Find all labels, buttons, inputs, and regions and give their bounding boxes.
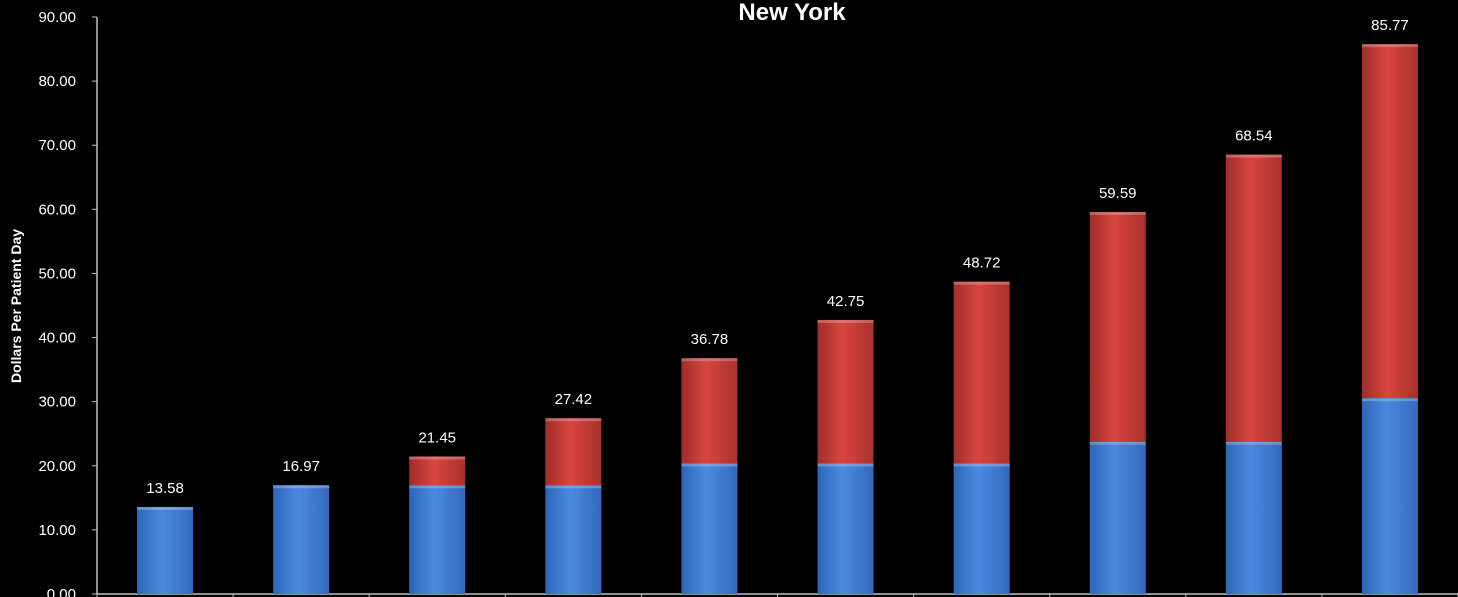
- segment-highlight: [681, 358, 738, 362]
- segment-highlight: [1361, 398, 1418, 402]
- y-tick-label: 40.00: [38, 330, 76, 347]
- bar-segment-blue: [1089, 441, 1146, 594]
- bar-total-label: 13.58: [146, 480, 184, 497]
- bar-total-label: 68.54: [1235, 128, 1273, 145]
- chart-title: New York: [738, 0, 846, 26]
- y-tick-label: 10.00: [38, 522, 76, 539]
- segment-highlight: [953, 281, 1010, 285]
- bar-total-label: 42.75: [827, 293, 865, 310]
- segment-highlight: [137, 506, 194, 510]
- segment-highlight: [817, 463, 874, 467]
- bar-total-label: 48.72: [963, 255, 1001, 272]
- y-tick-label: 90.00: [38, 9, 76, 26]
- bar-segment-red: [953, 281, 1010, 464]
- bar-segment-red: [1361, 44, 1418, 399]
- bar-segment-red: [1225, 154, 1282, 442]
- y-tick-label: 50.00: [38, 265, 76, 282]
- bar-segment-blue: [409, 485, 466, 594]
- bar-segment-blue: [1225, 441, 1282, 594]
- data-labels: 13.58 16.97 21.45 27.42 36.78 42.75 48.72 59.59…: [146, 17, 1408, 497]
- bar-total-label: 59.59: [1099, 185, 1137, 202]
- bar-segment-blue: [273, 485, 330, 594]
- y-tick-label: 30.00: [38, 394, 76, 411]
- bar-total-label: 36.78: [691, 331, 729, 348]
- segment-highlight: [409, 485, 466, 489]
- y-tick-label: 20.00: [38, 458, 76, 475]
- bar-total-label: 27.42: [555, 391, 593, 408]
- y-tick-label: 80.00: [38, 73, 76, 90]
- bar-segment-blue: [953, 463, 1010, 594]
- bar-total-label: 21.45: [418, 429, 456, 446]
- bar-segment-red: [1089, 211, 1146, 442]
- bar-segment-red: [817, 319, 874, 464]
- bar-segment-red: [545, 418, 602, 486]
- segment-highlight: [409, 456, 466, 460]
- bar-total-label: 85.77: [1371, 17, 1409, 34]
- y-tick-label: 70.00: [38, 137, 76, 154]
- y-tick-label: 60.00: [38, 201, 76, 218]
- segment-highlight: [681, 463, 738, 467]
- segment-highlight: [817, 319, 874, 323]
- bar-segment-blue: [681, 463, 738, 594]
- bar-segment-blue: [545, 485, 602, 594]
- bar-segment-blue: [817, 463, 874, 594]
- segment-highlight: [273, 485, 330, 489]
- segment-highlight: [1361, 44, 1418, 48]
- segment-highlight: [545, 418, 602, 422]
- bar-segment-red: [409, 456, 466, 486]
- segment-highlight: [1225, 441, 1282, 445]
- bars: [137, 44, 1418, 594]
- bar-total-label: 16.97: [282, 458, 320, 475]
- bar-segment-blue: [1361, 398, 1418, 594]
- segment-highlight: [953, 463, 1010, 467]
- y-tick-label: 0.00: [47, 586, 76, 597]
- y-axis-title: Dollars Per Patient Day: [8, 229, 24, 383]
- segment-highlight: [545, 485, 602, 489]
- bar-segment-red: [681, 358, 738, 464]
- segment-highlight: [1089, 211, 1146, 215]
- segment-highlight: [1089, 441, 1146, 445]
- segment-highlight: [1225, 154, 1282, 158]
- bar-segment-blue: [137, 506, 194, 594]
